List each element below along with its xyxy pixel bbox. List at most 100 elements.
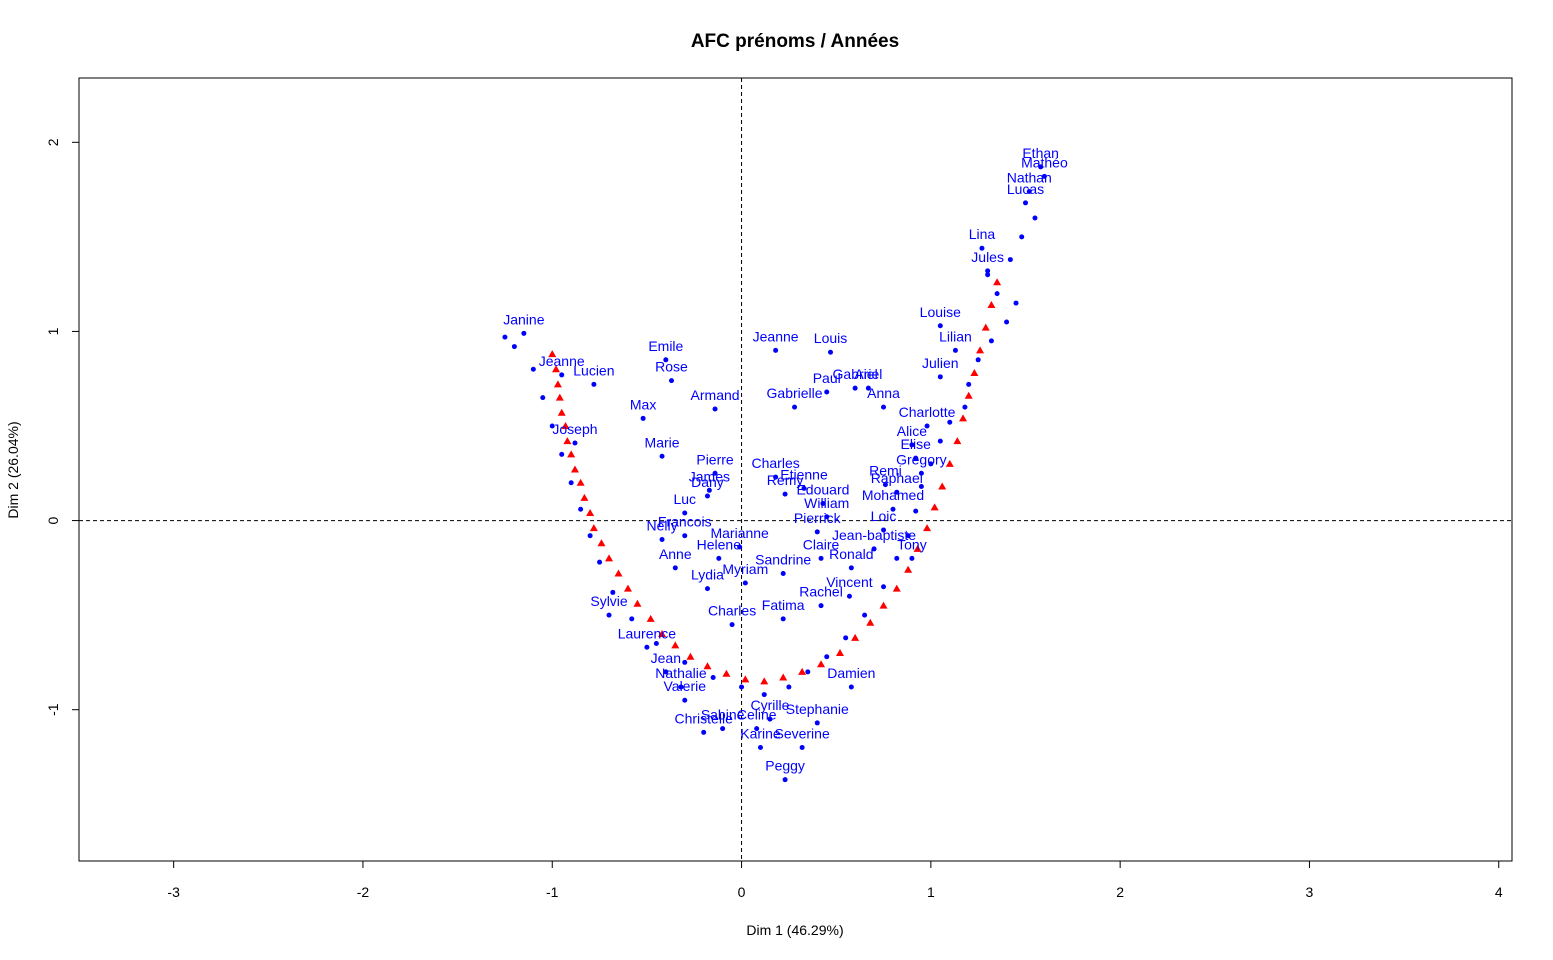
column-point — [930, 503, 939, 511]
row-point — [578, 506, 584, 512]
column-point — [586, 509, 595, 516]
row-point — [549, 423, 555, 429]
row-point-label: Sylvie — [590, 593, 628, 609]
x-tick-label: 4 — [1495, 884, 1503, 900]
row-point-label: Christelle — [675, 710, 734, 726]
column-point — [993, 278, 1002, 286]
row-point-label: Ariel — [854, 366, 882, 382]
row-point — [905, 533, 911, 539]
row-point — [862, 612, 868, 618]
x-tick-label: 2 — [1116, 884, 1124, 900]
row-point-label: Raphael — [871, 470, 923, 486]
row-point — [962, 404, 968, 410]
column-point — [614, 569, 623, 577]
row-point-label: Valerie — [663, 678, 706, 694]
row-point — [988, 338, 994, 344]
column-point — [959, 414, 968, 422]
column-point — [605, 554, 614, 562]
column-point — [987, 300, 996, 308]
row-point — [591, 381, 597, 387]
row-point-label: Vincent — [826, 574, 873, 590]
row-point — [818, 555, 824, 561]
row-point-label: Myriam — [722, 561, 768, 577]
row-point-label: Remi — [869, 463, 902, 479]
column-point — [557, 408, 566, 416]
row-point-label: Charlotte — [899, 404, 956, 420]
row-point — [1022, 200, 1028, 206]
column-point — [851, 633, 860, 641]
row-point-label: Charles — [708, 603, 756, 619]
row-point — [663, 357, 669, 363]
row-point — [952, 347, 958, 353]
x-tick-label: -3 — [167, 884, 180, 900]
row-point-label: Pierrick — [794, 510, 842, 526]
x-tick-label: -1 — [546, 884, 559, 900]
row-point-label: Edouard — [796, 482, 849, 498]
row-point — [773, 347, 779, 353]
row-point-label: Ethan — [1022, 145, 1059, 161]
row-point-label: William — [804, 495, 849, 511]
row-point-label: Loic — [871, 508, 897, 524]
row-point — [909, 442, 915, 448]
row-point — [913, 455, 919, 461]
row-point — [720, 726, 726, 732]
row-point-label: Marianne — [710, 525, 769, 541]
row-point — [913, 508, 919, 514]
column-points — [548, 278, 1002, 685]
row-point — [820, 501, 826, 507]
column-point — [722, 669, 731, 677]
column-point — [760, 677, 769, 685]
row-point-label: Rachel — [799, 584, 843, 600]
row-point — [848, 684, 854, 690]
axes: -3 -2 -1 0 1 2 3 4 -1 0 1 2 — [45, 138, 1503, 900]
row-point-label: Helene — [697, 536, 742, 552]
row-point — [559, 372, 565, 378]
column-point — [976, 346, 985, 354]
row-point-label: Laurence — [618, 625, 677, 641]
row-point — [994, 291, 1000, 297]
row-point — [682, 659, 688, 665]
row-point-label: Stephanie — [786, 701, 849, 717]
row-point — [928, 461, 934, 467]
x-tick-label: -2 — [357, 884, 370, 900]
row-point-label: Charles — [751, 455, 799, 471]
row-point — [966, 381, 972, 387]
row-point-label: Etienne — [780, 466, 828, 482]
row-point — [814, 529, 820, 535]
row-point — [678, 684, 684, 690]
row-point — [937, 323, 943, 329]
column-point — [923, 524, 932, 532]
row-point — [540, 395, 546, 401]
row-point — [773, 474, 779, 480]
row-point — [882, 482, 888, 488]
row-point-label: Emile — [648, 338, 683, 354]
row-point — [871, 546, 877, 552]
row-point — [979, 245, 985, 251]
row-point — [1041, 173, 1047, 179]
column-point — [945, 459, 954, 467]
row-point-label: Anne — [659, 546, 692, 562]
y-tick-label: 0 — [45, 516, 61, 524]
row-point — [782, 491, 788, 497]
row-point — [780, 571, 786, 577]
row-point-label: Paul — [813, 370, 841, 386]
row-point — [712, 406, 718, 412]
column-point — [553, 380, 562, 388]
column-point — [570, 465, 579, 473]
y-tick-label: 2 — [45, 138, 61, 146]
row-point — [846, 593, 852, 599]
row-point — [701, 729, 707, 735]
column-point — [741, 675, 750, 683]
column-point — [555, 393, 564, 401]
row-point-label: Janine — [503, 311, 544, 327]
row-point-label: Luc — [673, 491, 696, 507]
row-point — [559, 451, 565, 457]
row-point-label: Nelly — [646, 517, 677, 533]
row-point — [801, 485, 807, 491]
row-point — [502, 334, 508, 340]
row-point — [1013, 300, 1019, 306]
column-point — [913, 544, 922, 552]
column-point — [904, 565, 913, 573]
y-axis-label: Dim 2 (26.04%) — [5, 421, 21, 518]
